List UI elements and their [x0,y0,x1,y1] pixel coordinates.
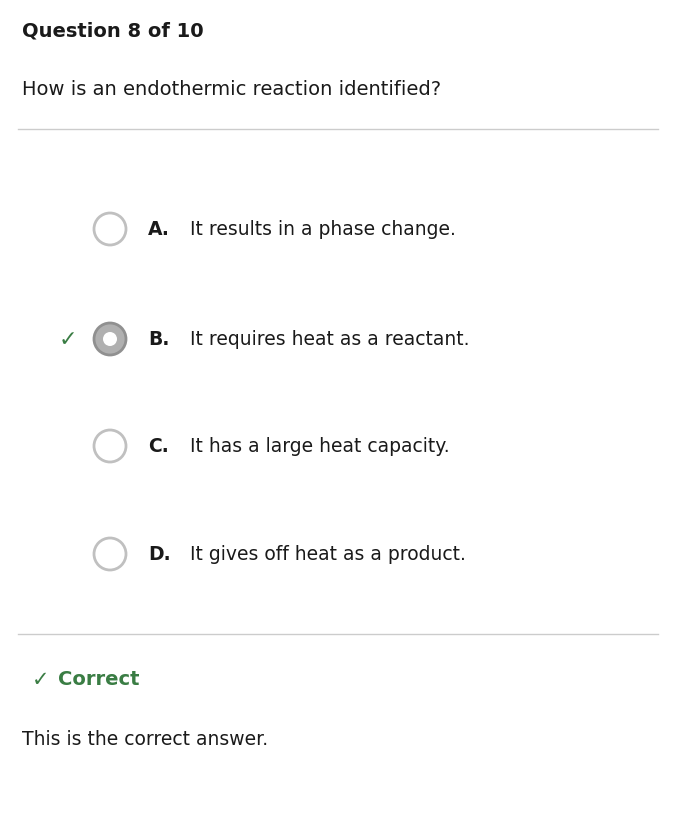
Text: It requires heat as a reactant.: It requires heat as a reactant. [190,330,470,349]
Text: It has a large heat capacity.: It has a large heat capacity. [190,437,450,456]
Text: A.: A. [148,220,170,239]
Circle shape [94,431,126,463]
Text: D.: D. [148,545,170,563]
Text: ✓: ✓ [59,329,77,350]
Text: How is an endothermic reaction identified?: How is an endothermic reaction identifie… [22,80,441,99]
Text: It gives off heat as a product.: It gives off heat as a product. [190,545,466,563]
Circle shape [94,324,126,355]
Circle shape [94,214,126,246]
Text: Correct: Correct [58,670,139,689]
Text: B.: B. [148,330,170,349]
Text: It results in a phase change.: It results in a phase change. [190,220,456,239]
Circle shape [94,538,126,570]
Text: This is the correct answer.: This is the correct answer. [22,730,268,749]
Circle shape [103,333,117,346]
Text: ✓: ✓ [32,669,49,689]
Text: C.: C. [148,437,169,456]
Text: Question 8 of 10: Question 8 of 10 [22,22,203,41]
